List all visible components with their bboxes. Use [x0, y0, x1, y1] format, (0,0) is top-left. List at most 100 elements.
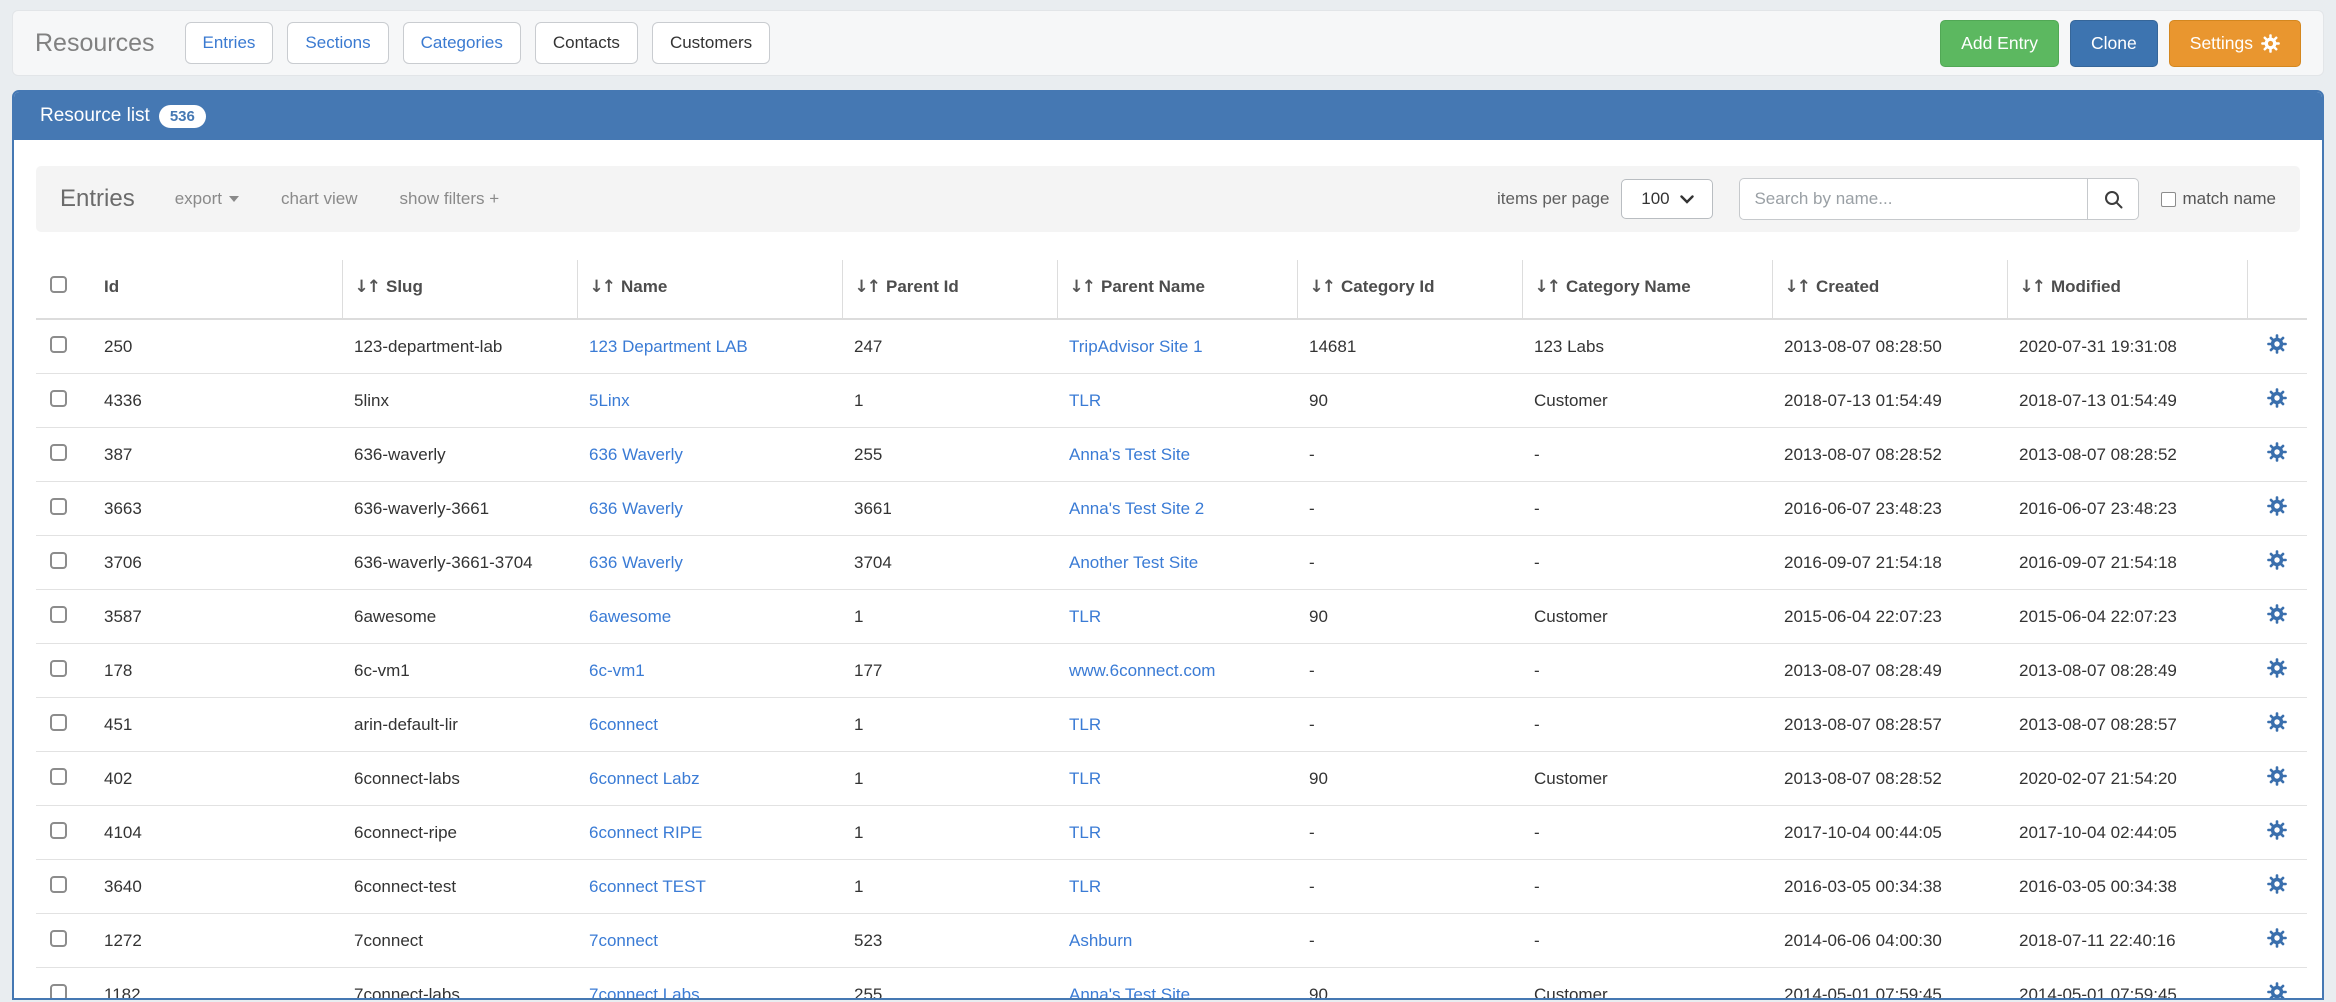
row-settings-gear-icon[interactable] — [2267, 874, 2287, 894]
row-actions-cell — [2247, 481, 2307, 536]
cell-parent-name: Anna's Test Site — [1057, 967, 1297, 1000]
resource-name-link[interactable]: 5Linx — [589, 390, 630, 410]
sort-icon[interactable]: ↓↑ — [1534, 277, 1561, 297]
parent-name-link[interactable]: Ashburn — [1069, 930, 1133, 950]
parent-name-link[interactable]: TLR — [1069, 768, 1102, 788]
resource-name-link[interactable]: 6connect — [589, 714, 658, 734]
resource-name-link[interactable]: 6awesome — [589, 606, 672, 626]
row-checkbox[interactable] — [50, 929, 67, 947]
resource-name-link[interactable]: 6connect Labz — [589, 768, 700, 788]
sort-icon[interactable]: ↓↑ — [854, 277, 881, 297]
resource-name-link[interactable]: 6c-vm1 — [589, 660, 645, 680]
row-settings-gear-icon[interactable] — [2267, 334, 2287, 354]
parent-name-link[interactable]: TLR — [1069, 822, 1102, 842]
sort-icon[interactable]: ↓↑ — [589, 277, 616, 297]
column-header-name[interactable]: ↓↑ Name — [576, 260, 842, 320]
row-settings-gear-icon[interactable] — [2267, 604, 2287, 624]
parent-name-link[interactable]: TLR — [1069, 876, 1102, 896]
row-checkbox[interactable] — [50, 767, 67, 785]
sort-icon[interactable]: ↓↑ — [354, 277, 381, 297]
row-settings-gear-icon[interactable] — [2267, 820, 2287, 840]
column-header-parent_id[interactable]: ↓↑ Parent Id — [841, 260, 1057, 320]
nav-button-entries[interactable]: Entries — [184, 22, 274, 64]
resource-name-link[interactable]: 7connect — [589, 930, 658, 950]
row-checkbox[interactable] — [50, 659, 67, 677]
row-settings-gear-icon[interactable] — [2267, 982, 2287, 998]
parent-name-link[interactable]: www.6connect.com — [1069, 660, 1216, 680]
sort-icon[interactable]: ↓↑ — [1309, 277, 1336, 297]
row-checkbox[interactable] — [50, 875, 67, 893]
parent-name-link[interactable]: TLR — [1069, 606, 1102, 626]
sort-icon[interactable]: ↓↑ — [1069, 277, 1096, 297]
cell-category-name: - — [1522, 805, 1772, 860]
cell-parent-id: 177 — [842, 643, 1057, 698]
parent-name-link[interactable]: TripAdvisor Site 1 — [1069, 336, 1203, 356]
parent-name-link[interactable]: Anna's Test Site — [1069, 444, 1191, 464]
panel-body: Entries export chart view show filters +… — [14, 140, 2322, 1000]
items-per-page-select[interactable]: 100 — [1621, 179, 1714, 219]
row-settings-gear-icon[interactable] — [2267, 928, 2287, 948]
cell-parent-name: Ashburn — [1057, 913, 1297, 968]
parent-name-link[interactable]: Anna's Test Site 2 — [1069, 498, 1205, 518]
cell-category-name: - — [1522, 535, 1772, 590]
sort-icon[interactable]: ↓↑ — [2019, 277, 2046, 297]
top-toolbar: Resources Entries Sections Categories Co… — [12, 10, 2324, 76]
resource-name-link[interactable]: 636 Waverly — [589, 498, 683, 518]
row-settings-gear-icon[interactable] — [2267, 388, 2287, 408]
resource-name-link[interactable]: 6connect RIPE — [589, 822, 703, 842]
row-checkbox[interactable] — [50, 443, 67, 461]
row-checkbox[interactable] — [50, 605, 67, 623]
sort-icon[interactable]: ↓↑ — [1784, 277, 1811, 297]
cell-modified: 2015-06-04 22:07:23 — [2007, 589, 2247, 644]
column-header-modified[interactable]: ↓↑ Modified — [2006, 260, 2247, 320]
column-header-category_id[interactable]: ↓↑ Category Id — [1296, 260, 1522, 320]
nav-button-customers[interactable]: Customers — [651, 22, 771, 64]
parent-name-link[interactable]: Anna's Test Site — [1069, 984, 1191, 1000]
show-filters-link[interactable]: show filters + — [399, 189, 500, 208]
nav-button-sections[interactable]: Sections — [287, 22, 389, 64]
settings-button[interactable]: Settings — [2168, 19, 2301, 67]
row-checkbox[interactable] — [50, 497, 67, 515]
row-settings-gear-icon[interactable] — [2267, 496, 2287, 516]
parent-name-link[interactable]: TLR — [1069, 714, 1102, 734]
search-input[interactable] — [1739, 178, 2088, 220]
resource-name-link[interactable]: 6connect TEST — [589, 876, 706, 896]
column-header-id[interactable]: Id — [92, 260, 342, 320]
row-checkbox[interactable] — [50, 821, 67, 839]
nav-button-contacts[interactable]: Contacts — [534, 22, 638, 64]
clone-button[interactable]: Clone — [2070, 19, 2158, 67]
parent-name-link[interactable]: Another Test Site — [1069, 552, 1199, 572]
row-settings-gear-icon[interactable] — [2267, 550, 2287, 570]
parent-name-link[interactable]: TLR — [1069, 390, 1102, 410]
row-actions-cell — [2247, 643, 2307, 698]
search-button[interactable] — [2087, 178, 2140, 220]
resource-name-link[interactable]: 636 Waverly — [589, 552, 683, 572]
row-checkbox[interactable] — [50, 551, 67, 569]
cell-slug: 636-waverly — [342, 427, 577, 482]
column-header-created[interactable]: ↓↑ Created — [1771, 260, 2007, 320]
match-name-checkbox[interactable] — [2161, 191, 2177, 207]
add-entry-button[interactable]: Add Entry — [1940, 19, 2060, 67]
row-settings-gear-icon[interactable] — [2267, 658, 2287, 678]
row-actions-cell — [2247, 751, 2307, 806]
row-settings-gear-icon[interactable] — [2267, 712, 2287, 732]
export-dropdown[interactable]: export — [175, 189, 239, 209]
cell-category-id: - — [1297, 643, 1522, 698]
resource-name-link[interactable]: 123 Department LAB — [589, 336, 748, 356]
cell-created: 2018-07-13 01:54:49 — [1772, 373, 2007, 428]
cell-name: 6connect — [577, 697, 842, 752]
resource-name-link[interactable]: 636 Waverly — [589, 444, 683, 464]
select-all-checkbox[interactable] — [50, 276, 67, 293]
row-settings-gear-icon[interactable] — [2267, 766, 2287, 786]
row-checkbox[interactable] — [50, 389, 67, 407]
column-header-parent_name[interactable]: ↓↑ Parent Name — [1056, 260, 1297, 320]
row-checkbox[interactable] — [50, 983, 67, 998]
chart-view-link[interactable]: chart view — [280, 189, 358, 208]
row-checkbox[interactable] — [50, 713, 67, 731]
row-checkbox[interactable] — [50, 335, 67, 353]
column-header-slug[interactable]: ↓↑ Slug — [341, 260, 577, 320]
column-header-category_name[interactable]: ↓↑ Category Name — [1521, 260, 1772, 320]
row-settings-gear-icon[interactable] — [2267, 442, 2287, 462]
nav-button-categories[interactable]: Categories — [402, 22, 521, 64]
resource-name-link[interactable]: 7connect Labs — [589, 984, 700, 1000]
